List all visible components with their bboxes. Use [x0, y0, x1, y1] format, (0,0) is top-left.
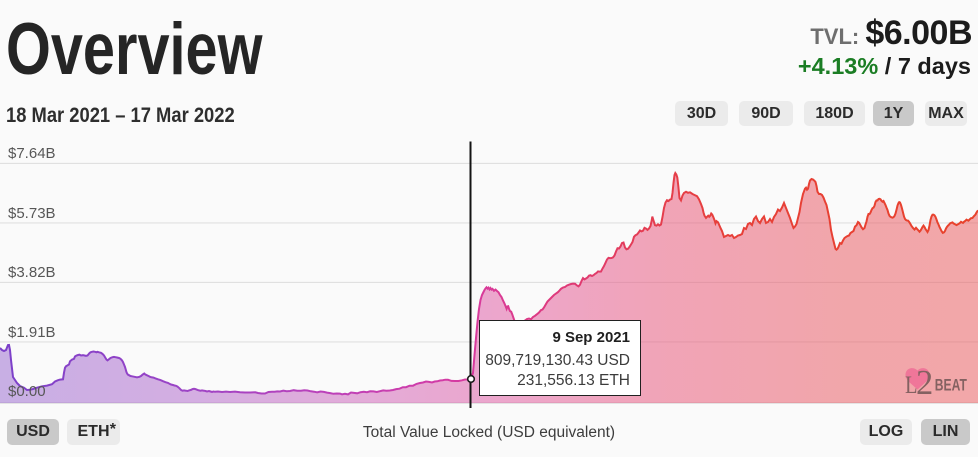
svg-text:L: L	[905, 371, 918, 398]
svg-text:2: 2	[916, 364, 933, 402]
svg-text:BEAT: BEAT	[935, 377, 967, 395]
